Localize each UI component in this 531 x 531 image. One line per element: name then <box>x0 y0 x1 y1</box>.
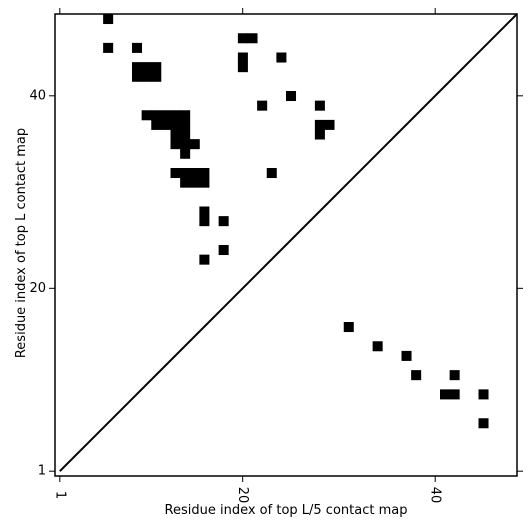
contact-cell-top-l <box>132 42 143 53</box>
contact-cell-top-l <box>151 62 162 73</box>
contact-cell-top-l <box>132 71 143 82</box>
contact-cell-top-l <box>199 177 210 188</box>
contact-cell-top-l5 <box>343 322 354 333</box>
contact-cell-top-l <box>170 129 181 140</box>
diagonal-line <box>59 13 518 472</box>
contact-cells <box>103 14 489 429</box>
contact-cell-top-l5 <box>449 389 460 400</box>
contact-cell-top-l <box>237 33 248 44</box>
contact-cell-top-l <box>141 110 152 121</box>
contact-cell-top-l <box>160 110 171 121</box>
contact-cell-top-l5 <box>372 341 383 352</box>
contact-cell-top-l <box>314 119 325 130</box>
contact-cell-top-l <box>170 168 181 179</box>
contact-cell-top-l <box>180 129 191 140</box>
x-tick-label: 40 <box>428 487 443 504</box>
contact-cell-top-l <box>237 52 248 63</box>
contact-cell-top-l <box>199 206 210 217</box>
contact-cell-top-l <box>151 119 162 130</box>
contact-cell-top-l <box>151 110 162 121</box>
contact-cell-top-l <box>189 139 200 150</box>
axis-ticks: 1 20 40 1 20 40 <box>29 8 523 503</box>
contact-cell-top-l <box>180 110 191 121</box>
contact-cell-top-l5 <box>478 389 489 400</box>
contact-cell-top-l <box>180 139 191 150</box>
contact-cell-top-l <box>103 42 114 53</box>
contact-cell-top-l <box>199 216 210 227</box>
contact-cell-top-l <box>170 119 181 130</box>
contact-cell-top-l <box>141 71 152 82</box>
contact-cell-top-l <box>218 245 229 256</box>
contact-cell-top-l <box>180 168 191 179</box>
x-axis-title: Residue index of top L/5 contact map <box>165 503 408 518</box>
contact-cell-top-l <box>103 14 114 25</box>
contact-cell-top-l <box>151 71 162 82</box>
y-tick-label: 20 <box>29 281 46 296</box>
contact-cell-top-l <box>189 168 200 179</box>
contact-cell-top-l <box>199 254 210 265</box>
contact-cell-top-l <box>218 216 229 227</box>
contact-cell-top-l <box>199 168 210 179</box>
contact-cell-top-l5 <box>411 370 422 381</box>
contact-cell-top-l5 <box>401 350 412 361</box>
contact-cell-top-l <box>286 91 297 102</box>
contact-cell-top-l <box>276 52 287 63</box>
contact-cell-top-l <box>189 177 200 188</box>
contact-cell-top-l <box>141 62 152 73</box>
contact-cell-top-l5 <box>478 418 489 429</box>
contact-cell-top-l <box>257 100 268 111</box>
contact-cell-top-l <box>266 168 277 179</box>
contact-cell-top-l <box>314 129 325 140</box>
contact-cell-top-l <box>180 148 191 159</box>
contact-cell-top-l <box>324 119 335 130</box>
y-tick-label: 40 <box>29 88 46 103</box>
y-tick-label: 1 <box>38 464 46 479</box>
contact-cell-top-l5 <box>440 389 451 400</box>
x-tick-label: 1 <box>52 491 67 499</box>
contact-cell-top-l <box>132 62 143 73</box>
contact-cell-top-l <box>170 110 181 121</box>
contact-cell-top-l <box>247 33 258 44</box>
plot-frame <box>54 13 518 477</box>
x-tick-label: 20 <box>235 487 250 504</box>
contact-cell-top-l <box>237 62 248 73</box>
contact-cell-top-l5 <box>449 370 460 381</box>
contact-cell-top-l <box>180 177 191 188</box>
contact-cell-top-l <box>314 100 325 111</box>
y-axis-title: Residue index of top L contact map <box>14 128 29 358</box>
contact-cell-top-l <box>180 119 191 130</box>
contact-cell-top-l <box>160 119 171 130</box>
contact-cell-top-l <box>170 139 181 150</box>
